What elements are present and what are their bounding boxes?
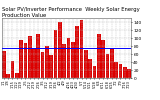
Bar [6, 74, 10, 78]
Bar [93, 66, 96, 78]
Bar [119, 64, 122, 78]
Bar [19, 40, 23, 78]
Bar [114, 62, 118, 78]
Bar [110, 48, 114, 78]
Bar [80, 20, 83, 78]
Bar [71, 42, 75, 78]
Bar [36, 34, 40, 78]
Bar [28, 36, 32, 78]
Bar [41, 52, 44, 78]
Bar [88, 59, 92, 78]
Bar [75, 26, 79, 78]
Bar [58, 22, 62, 78]
Bar [84, 50, 88, 78]
Bar [62, 44, 66, 78]
Bar [32, 48, 36, 78]
Bar [45, 46, 49, 78]
Bar [2, 51, 6, 78]
Bar [11, 61, 14, 78]
Bar [97, 34, 101, 78]
Bar [15, 73, 19, 78]
Bar [101, 40, 105, 78]
Bar [106, 54, 109, 78]
Bar [49, 55, 53, 78]
Bar [24, 43, 27, 78]
Bar [127, 69, 131, 78]
Bar [123, 67, 127, 78]
Text: Solar PV/Inverter Performance  Weekly Solar Energy Production Value: Solar PV/Inverter Performance Weekly Sol… [2, 7, 139, 18]
Bar [67, 38, 70, 78]
Bar [54, 30, 57, 78]
